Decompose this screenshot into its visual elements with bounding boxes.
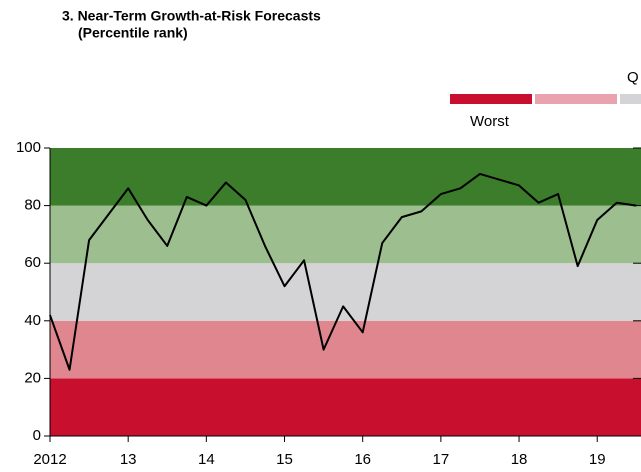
x-tick-label: 13 <box>120 451 137 468</box>
series-line <box>49 172 637 371</box>
x-tick-label: 18 <box>511 451 528 468</box>
legend-swatch <box>450 94 532 104</box>
band <box>50 263 641 321</box>
y-tick-label: 40 <box>24 312 41 329</box>
legend-title: Q <box>627 69 639 86</box>
x-tick-label: 2012 <box>33 451 66 468</box>
x-tick-label: 19 <box>589 451 606 468</box>
chart-subtitle: (Percentile rank) <box>78 25 188 41</box>
x-tick-label: 15 <box>276 451 293 468</box>
legend-swatch <box>535 94 617 104</box>
y-tick-label: 0 <box>33 427 41 444</box>
x-tick-label: 17 <box>433 451 450 468</box>
legend-swatch <box>620 94 641 104</box>
x-tick-label: 14 <box>198 451 215 468</box>
y-tick-label: 60 <box>24 254 41 271</box>
chart-title: 3. Near-Term Growth-at-Risk Forecasts <box>62 8 321 24</box>
band <box>50 148 641 206</box>
legend-label: Worst <box>470 113 510 130</box>
band <box>50 320 641 379</box>
band <box>50 378 641 436</box>
y-tick-label: 80 <box>24 197 41 214</box>
y-tick-label: 100 <box>16 139 41 156</box>
band <box>50 205 641 264</box>
x-tick-label: 16 <box>354 451 371 468</box>
y-tick-label: 20 <box>24 369 41 386</box>
